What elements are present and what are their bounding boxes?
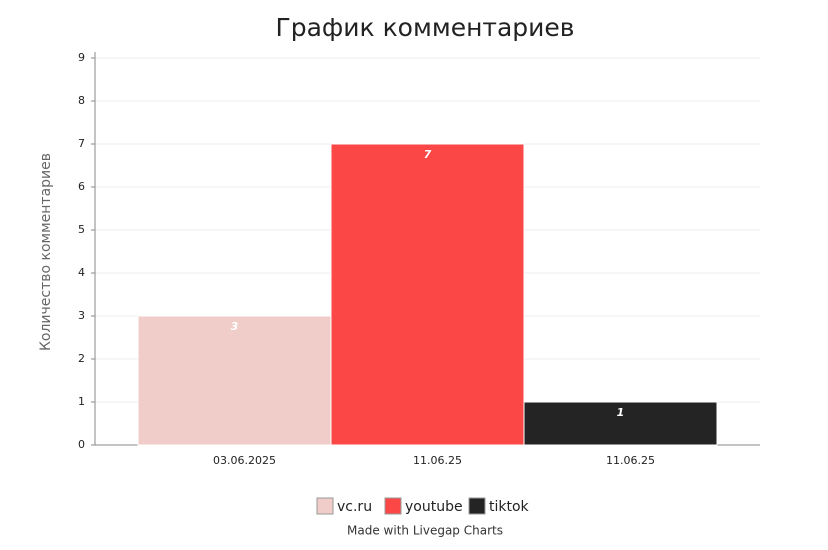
- y-tick-label: 2: [78, 352, 85, 365]
- y-tick-label: 9: [78, 51, 85, 64]
- y-tick-label: 3: [78, 309, 85, 322]
- value-label: 3: [231, 320, 239, 333]
- legend-swatch: [468, 497, 486, 515]
- x-tick-label: 03.06.2025: [213, 454, 276, 467]
- x-tick-label: 11.06.25: [413, 454, 462, 467]
- value-label: 1: [617, 406, 625, 419]
- legend-swatch: [316, 497, 334, 515]
- footer: Made with Livegap Charts: [347, 524, 503, 538]
- bar: [137, 315, 332, 446]
- value-label: 7: [424, 148, 432, 161]
- legend-label: youtube: [405, 499, 463, 515]
- bar: [523, 401, 718, 446]
- legend-label: vc.ru: [337, 499, 372, 515]
- y-tick-label: 7: [78, 137, 85, 150]
- y-axis-label: Количество комментариев: [38, 153, 54, 351]
- y-tick-label: 4: [78, 266, 85, 279]
- y-tick-label: 1: [78, 395, 85, 408]
- y-tick-label: 0: [78, 438, 85, 451]
- y-tick-label: 8: [78, 94, 85, 107]
- x-tick-label: 11.06.25: [606, 454, 655, 467]
- legend-label: tiktok: [489, 499, 530, 515]
- legend-swatch: [384, 497, 402, 515]
- y-tick-label: 5: [78, 223, 85, 236]
- chart-title: График комментариев: [275, 13, 574, 42]
- y-tick-label: 6: [78, 180, 85, 193]
- bar: [330, 143, 525, 446]
